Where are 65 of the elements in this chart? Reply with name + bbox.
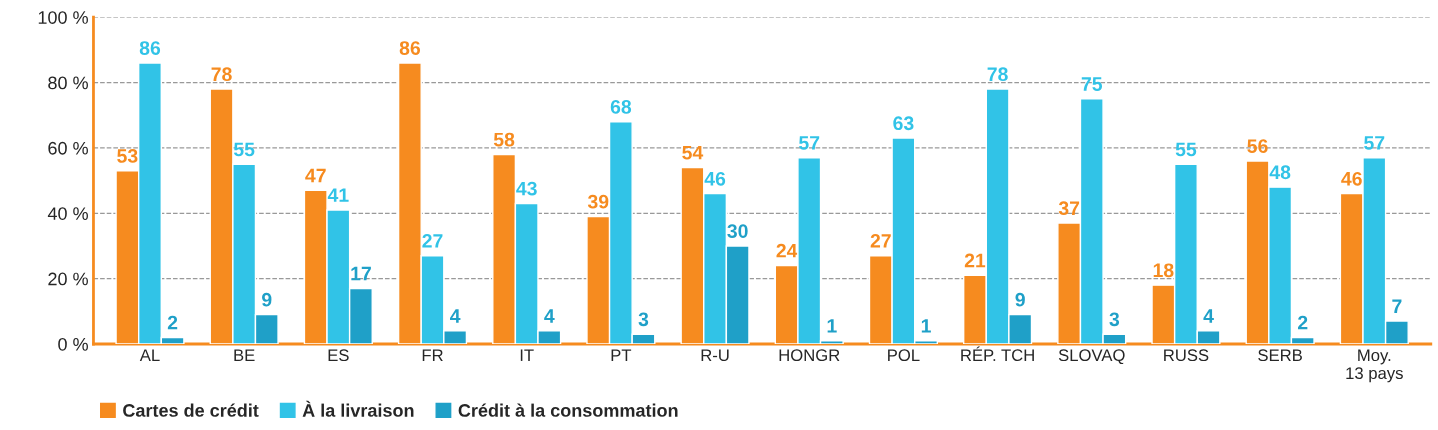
- legend-label: À la livraison: [302, 400, 414, 417]
- data-label: 48: [1269, 165, 1291, 180]
- y-tick-label: 100 %: [38, 11, 88, 24]
- x-tick-label: POL: [888, 349, 920, 362]
- data-label: 3: [638, 312, 649, 327]
- data-label: 4: [544, 309, 555, 323]
- data-label: 2: [1297, 315, 1308, 330]
- x-tick-label: R-U: [701, 349, 729, 362]
- data-label: 55: [233, 142, 255, 157]
- y-tick-label: 20 %: [48, 272, 88, 286]
- data-label: 57: [799, 136, 820, 150]
- data-label: 41: [327, 188, 349, 202]
- data-label: 63: [893, 116, 914, 131]
- data-label: 78: [211, 67, 232, 82]
- data-label: 53: [117, 149, 138, 163]
- data-label: 1: [827, 319, 837, 333]
- data-label: 86: [399, 41, 421, 55]
- data-label: 55: [1175, 142, 1197, 157]
- x-tick-label: RÉP. TCH: [961, 346, 1034, 362]
- data-label: 1: [921, 319, 931, 333]
- data-label: 56: [1247, 139, 1268, 153]
- data-label: 18: [1153, 263, 1174, 278]
- x-tick-label: HONGR: [779, 349, 840, 362]
- y-tick-label: 80 %: [48, 76, 88, 90]
- x-tick-label: RUSS: [1164, 349, 1209, 362]
- data-label: 37: [1058, 201, 1080, 216]
- data-label: 27: [422, 233, 443, 248]
- x-tick-label: SERB: [1258, 349, 1302, 362]
- data-label: 27: [870, 233, 891, 248]
- x-tick-label: Moy. 13 pays: [1346, 349, 1403, 383]
- data-label: 9: [262, 292, 272, 307]
- data-label: 68: [610, 100, 632, 114]
- x-tick-label: AL: [139, 349, 160, 361]
- data-label: 3: [1109, 312, 1120, 327]
- x-tick-label: PT: [611, 349, 632, 361]
- data-label: 24: [776, 243, 798, 258]
- data-label: 17: [351, 266, 371, 281]
- data-label: 39: [587, 194, 609, 209]
- x-tick-label: BE: [234, 349, 255, 361]
- data-label: 54: [682, 145, 704, 160]
- data-label: 4: [1203, 309, 1214, 323]
- y-tick-label: 0 %: [58, 337, 88, 351]
- data-label: 9: [1015, 292, 1025, 307]
- y-tick-label: 40 %: [47, 207, 88, 220]
- data-label: 30: [727, 224, 748, 238]
- data-label: 47: [305, 168, 326, 183]
- data-label: 75: [1081, 77, 1103, 91]
- data-label: 21: [964, 253, 986, 268]
- x-tick-label: ES: [328, 349, 349, 362]
- y-tick-label: 60 %: [48, 141, 88, 155]
- data-label: 46: [704, 171, 726, 186]
- data-label: 43: [516, 181, 537, 196]
- data-label: 4: [450, 309, 461, 323]
- data-label: 2: [167, 315, 178, 330]
- legend-label: Crédit à la consommation: [458, 403, 678, 417]
- data-label: 7: [1392, 299, 1402, 313]
- x-tick-label: IT: [520, 349, 534, 361]
- data-label: 86: [139, 41, 161, 55]
- x-tick-label: FR: [422, 349, 443, 361]
- data-label: 57: [1364, 136, 1385, 150]
- data-label: 58: [493, 132, 515, 147]
- legend-label: Cartes de crédit: [123, 403, 259, 417]
- data-label: 46: [1341, 171, 1362, 186]
- data-label: 78: [987, 67, 1008, 82]
- x-tick-label: SLOVAQ: [1058, 349, 1125, 365]
